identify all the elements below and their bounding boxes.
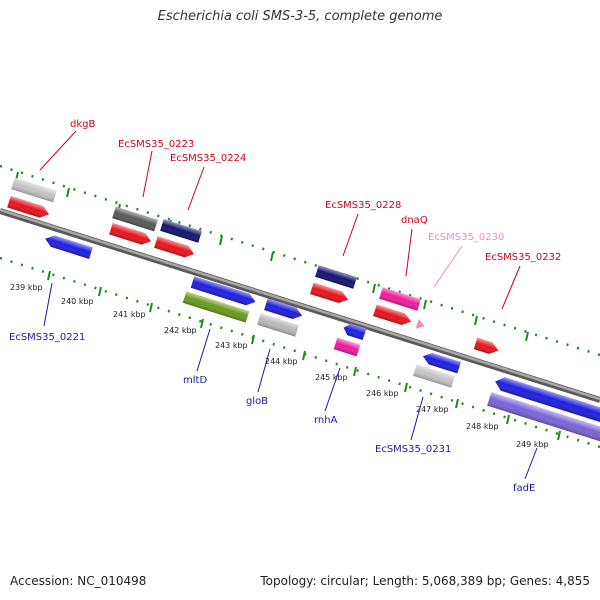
scale-label: 249 kbp bbox=[516, 440, 549, 449]
gene-0221-blue bbox=[45, 235, 93, 259]
gene-label-ecsms35-0223[interactable]: EcSMS35_0223 bbox=[118, 139, 194, 150]
gene-label-ecsms35-0232[interactable]: EcSMS35_0232 bbox=[485, 252, 561, 263]
gene-mltD-olive bbox=[182, 291, 250, 323]
leader-gloB bbox=[257, 348, 271, 393]
major-tick bbox=[270, 251, 274, 262]
map-title: Escherichia coli SMS-3-5, complete genom… bbox=[157, 9, 443, 24]
leader-0230 bbox=[433, 245, 463, 288]
gene-dnaQ-pink bbox=[379, 287, 421, 311]
gene-label-ecsms35-0231[interactable]: EcSMS35_0231 bbox=[375, 444, 451, 455]
major-tick bbox=[423, 299, 427, 310]
major-tick bbox=[219, 235, 223, 246]
major-tick bbox=[149, 302, 153, 313]
leader-0221 bbox=[43, 282, 53, 327]
leader-0223 bbox=[142, 150, 153, 198]
major-tick bbox=[557, 430, 561, 441]
scale-label: 244 kbp bbox=[265, 357, 298, 366]
gene-gloB-blue bbox=[264, 298, 303, 320]
lower-scale-dotted-line bbox=[0, 256, 600, 449]
gene-0231-blue bbox=[422, 352, 461, 374]
scale-label: 240 kbp bbox=[61, 297, 94, 306]
gene-0232-red bbox=[473, 337, 499, 354]
gene-dkgB-gray bbox=[11, 177, 57, 203]
gene-fadE-lavender bbox=[487, 392, 600, 448]
gene-dnaQ-red bbox=[373, 304, 412, 326]
leader-dkgB bbox=[39, 130, 77, 171]
leader-0232 bbox=[501, 265, 521, 310]
gene-dkgB-red bbox=[7, 195, 50, 218]
major-tick bbox=[302, 350, 306, 361]
gene-0230-pseudo bbox=[415, 319, 425, 329]
major-tick bbox=[353, 366, 357, 377]
gene-0223-dark bbox=[112, 206, 158, 232]
genome-summary-text: Topology: circular; Length: 5,068,389 bp… bbox=[260, 574, 590, 588]
leader-0231 bbox=[410, 396, 424, 441]
gene-0224-navy bbox=[160, 219, 202, 243]
gene-label-mltD[interactable]: mltD bbox=[183, 375, 207, 386]
gene-label-rnhA[interactable]: rnhA bbox=[314, 415, 338, 426]
scale-label: 239 kbp bbox=[10, 283, 43, 292]
scale-label: 242 kbp bbox=[164, 326, 197, 335]
forward-gene-labels: dkgB EcSMS35_0223 EcSMS35_0224 EcSMS35_0… bbox=[70, 119, 561, 263]
major-tick bbox=[372, 283, 376, 294]
gene-0228-red bbox=[310, 282, 349, 304]
major-tick bbox=[200, 318, 204, 329]
gene-label-fadE[interactable]: fadE bbox=[513, 483, 535, 494]
scale-labels: 239 kbp 240 kbp 241 kbp 242 kbp 243 kbp … bbox=[10, 283, 549, 449]
gene-rnhA-pink bbox=[333, 337, 361, 357]
gene-0228-navy bbox=[315, 265, 357, 289]
major-tick bbox=[47, 270, 51, 281]
major-tick bbox=[474, 315, 478, 326]
leader-rnhA bbox=[324, 367, 341, 412]
scale-label: 248 kbp bbox=[466, 422, 499, 431]
major-tick bbox=[506, 414, 510, 425]
scale-label: 246 kbp bbox=[366, 389, 399, 398]
major-tick bbox=[98, 286, 102, 297]
major-tick bbox=[251, 334, 255, 345]
major-tick bbox=[404, 382, 408, 393]
scale-label: 247 kbp bbox=[416, 405, 449, 414]
major-tick bbox=[455, 398, 459, 409]
gene-label-ecsms35-0228[interactable]: EcSMS35_0228 bbox=[325, 200, 401, 211]
gene-features bbox=[7, 177, 600, 448]
scale-label: 243 kbp bbox=[215, 341, 248, 350]
genome-backbone bbox=[0, 208, 600, 403]
accession-text: Accession: NC_010498 bbox=[10, 574, 147, 588]
major-tick bbox=[66, 187, 70, 198]
label-leader-lines bbox=[39, 130, 538, 480]
leader-mltD bbox=[196, 328, 211, 372]
scale-label: 245 kbp bbox=[315, 373, 348, 382]
gene-label-dkgB[interactable]: dkgB bbox=[70, 119, 95, 130]
major-tick bbox=[525, 331, 529, 342]
reverse-gene-labels: EcSMS35_0221 mltD gloB rnhA EcSMS35_0231… bbox=[9, 332, 535, 494]
gene-label-gloB[interactable]: gloB bbox=[246, 396, 268, 407]
leader-dnaQ bbox=[405, 228, 413, 277]
leader-fadE bbox=[524, 447, 538, 480]
gene-label-ecsms35-0224[interactable]: EcSMS35_0224 bbox=[170, 153, 246, 164]
gene-rnhA-blue bbox=[343, 323, 367, 341]
gene-0231-gray bbox=[413, 364, 455, 388]
gene-gloB-gray bbox=[257, 313, 299, 337]
gene-fadE-blue bbox=[495, 377, 600, 430]
leader-0228 bbox=[342, 213, 359, 257]
scale-label: 241 kbp bbox=[113, 310, 146, 319]
gene-0223-red bbox=[109, 222, 152, 245]
gene-mltD-blue bbox=[190, 276, 256, 306]
gene-label-dnaQ[interactable]: dnaQ bbox=[401, 215, 428, 226]
gene-label-ecsms35-0230[interactable]: EcSMS35_0230 bbox=[428, 232, 504, 243]
leader-0224 bbox=[187, 166, 205, 211]
gene-0224-red bbox=[154, 236, 195, 258]
gene-label-ecsms35-0221[interactable]: EcSMS35_0221 bbox=[9, 332, 85, 343]
